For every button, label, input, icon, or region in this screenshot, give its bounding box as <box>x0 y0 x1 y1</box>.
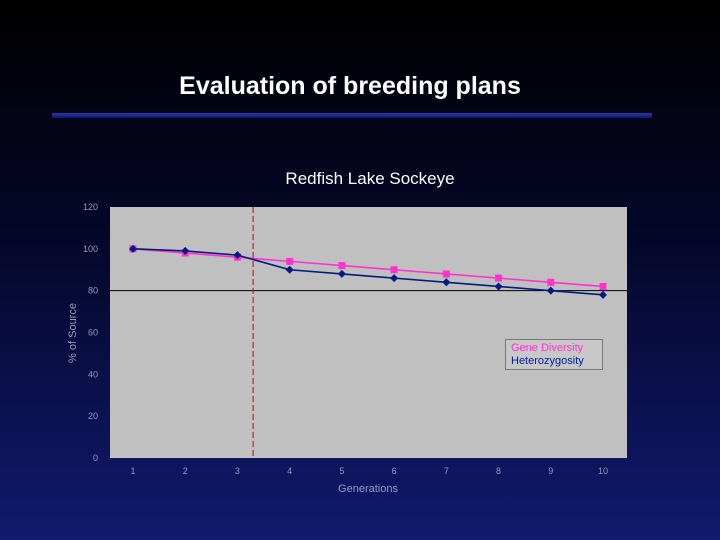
y-tick-label: 40 <box>88 369 98 379</box>
x-tick-label: 6 <box>392 466 397 476</box>
y-tick-label: 100 <box>83 244 98 254</box>
y-tick-label: 0 <box>93 453 98 463</box>
data-point-gene-diversity <box>286 257 294 265</box>
x-tick-label: 5 <box>339 466 344 476</box>
data-point-heterozygosity <box>337 269 346 278</box>
series-line-heterozygosity <box>132 248 604 296</box>
data-point-heterozygosity <box>390 274 399 283</box>
data-point-gene-diversity <box>495 274 503 282</box>
data-point-heterozygosity <box>233 251 242 260</box>
y-tick-label: 80 <box>88 286 98 296</box>
plot-area <box>110 207 627 458</box>
x-tick-label: 10 <box>598 466 608 476</box>
series-line-gene-diversity <box>132 248 604 288</box>
x-tick-label: 7 <box>444 466 449 476</box>
y-tick-label: 120 <box>83 202 98 212</box>
data-point-heterozygosity <box>599 290 607 299</box>
data-point-heterozygosity <box>181 246 190 255</box>
x-tick-label: 4 <box>287 466 292 476</box>
chart-title: Redfish Lake Sockeye <box>285 169 455 188</box>
data-point-heterozygosity <box>494 282 503 291</box>
data-point-heterozygosity <box>129 244 137 253</box>
legend-item-heterozygosity: Heterozygosity <box>511 355 584 367</box>
x-tick-label: 9 <box>548 466 553 476</box>
y-tick-label: 60 <box>88 328 98 338</box>
data-point-gene-diversity <box>390 266 398 274</box>
data-point-heterozygosity <box>546 286 555 295</box>
data-point-heterozygosity <box>442 278 451 287</box>
x-tick-label: 2 <box>183 466 188 476</box>
legend: Gene Diversity Heterozygosity <box>505 339 603 370</box>
data-point-gene-diversity <box>442 270 450 278</box>
data-point-gene-diversity <box>338 262 346 270</box>
legend-item-gene-diversity: Gene Diversity <box>511 342 584 354</box>
title-underline <box>52 113 652 118</box>
x-tick-label: 8 <box>496 466 501 476</box>
x-tick-label: 3 <box>235 466 240 476</box>
slide-title: Evaluation of breeding plans <box>179 72 521 100</box>
x-tick-label: 1 <box>130 466 135 476</box>
x-axis-label: Generations <box>338 483 398 495</box>
data-point-gene-diversity <box>599 282 607 290</box>
data-point-gene-diversity <box>547 278 555 286</box>
data-point-heterozygosity <box>285 265 294 274</box>
y-tick-label: 20 <box>88 411 98 421</box>
y-axis-label: % of Source <box>67 303 79 363</box>
